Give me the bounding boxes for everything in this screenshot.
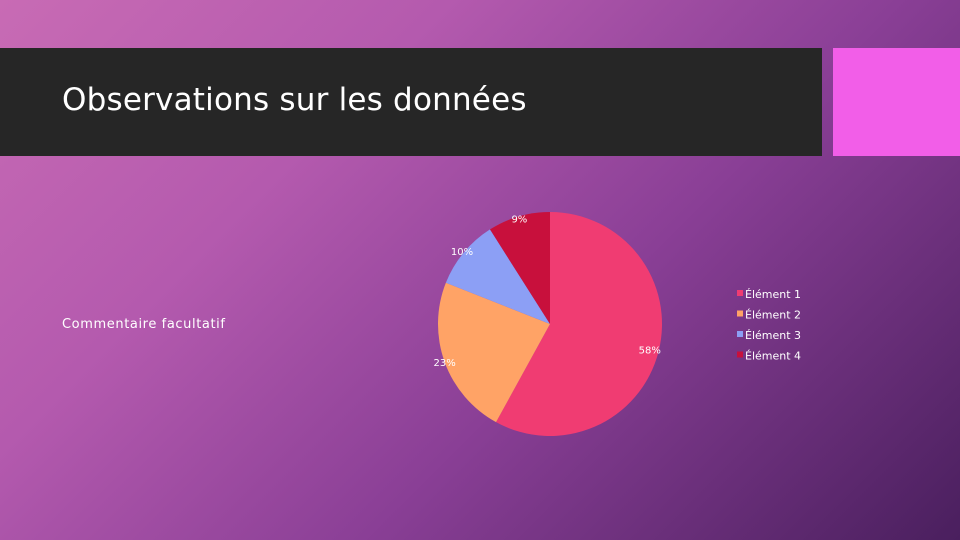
optional-comment: Commentaire facultatif [62, 317, 226, 332]
pie-slice-2 [437, 282, 550, 423]
legend-label-3: Élément 3 [745, 329, 801, 342]
legend-swatch-3 [737, 331, 743, 337]
slice-label-3: 10% [451, 247, 473, 258]
slide-title: Observations sur les données [62, 82, 527, 118]
pie-slices [437, 212, 663, 436]
slice-labels: 58% 23% 10% 9% [434, 215, 661, 369]
legend-swatch-2 [737, 310, 743, 317]
slice-label-1: 58% [639, 346, 661, 357]
pie-slice-4 [489, 212, 550, 324]
pie-slice-3 [445, 229, 550, 324]
legend: Élément 1 Élément 2 Élément 3 Élément 4 [737, 288, 801, 363]
slice-label-2: 23% [434, 358, 456, 369]
legend-swatch-4 [737, 351, 743, 358]
legend-label-4: Élément 4 [745, 350, 801, 363]
legend-label-2: Élément 2 [745, 309, 801, 322]
pie-slice-1 [496, 212, 663, 436]
title-bar [0, 48, 822, 156]
slice-label-4: 9% [511, 215, 527, 226]
legend-label-1: Élément 1 [745, 288, 801, 301]
legend-swatch-1 [737, 290, 743, 296]
accent-block [833, 48, 960, 156]
